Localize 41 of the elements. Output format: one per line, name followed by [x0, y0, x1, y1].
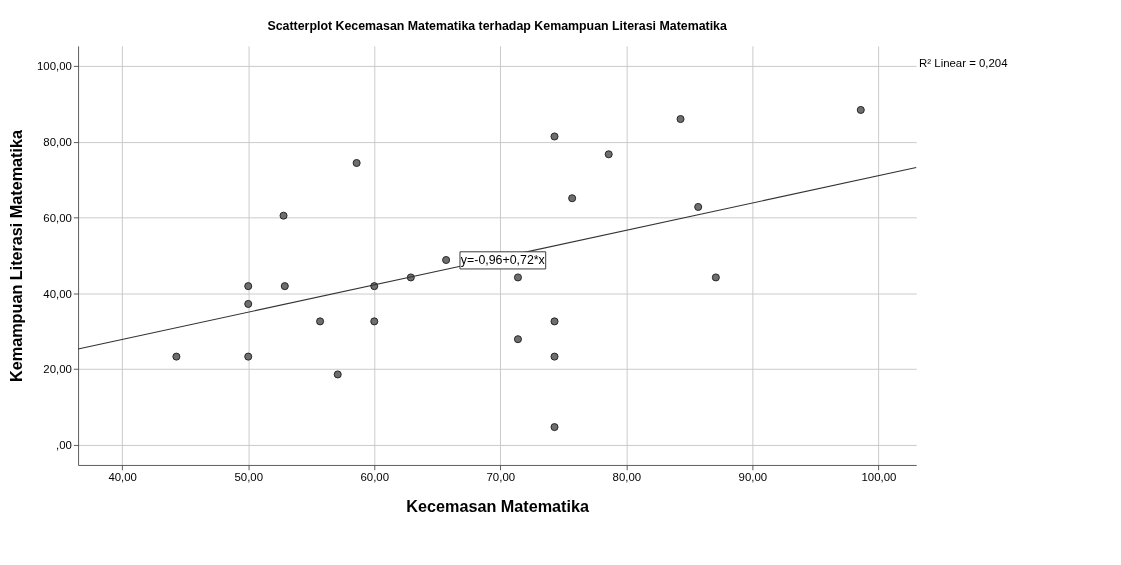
point — [694, 202, 703, 211]
point — [279, 211, 288, 220]
x-tick-label: 40,00 — [108, 470, 137, 483]
point — [244, 282, 253, 291]
x-tick-label: 80,00 — [612, 470, 642, 483]
point — [352, 159, 361, 167]
y-axis-title: Kemampuan Literasi Matematika — [6, 128, 25, 382]
point — [550, 352, 559, 361]
point — [550, 317, 559, 326]
point — [676, 115, 685, 124]
point — [172, 352, 181, 361]
point — [333, 370, 342, 379]
annotation: y=-0,96+0,72*x — [460, 253, 546, 268]
y-tick-label: 100,00 — [37, 60, 72, 73]
point — [370, 317, 379, 326]
point — [604, 150, 613, 159]
point — [244, 352, 253, 361]
y-tick-label: 60,00 — [43, 211, 72, 224]
x-tick-label: 50,00 — [234, 470, 263, 483]
point — [711, 273, 720, 282]
y-tick-label: 20,00 — [43, 363, 72, 376]
point — [280, 282, 289, 291]
text: R² Linear = 0,204 — [919, 56, 1009, 69]
x-tick-label: 60,00 — [360, 470, 390, 483]
point — [568, 194, 577, 203]
x-tick-label: 90,00 — [738, 470, 768, 483]
point — [244, 299, 253, 308]
point — [550, 423, 559, 432]
x-axis-title: Kecemasan Matematika — [406, 497, 590, 516]
y-tick-label: 40,00 — [43, 287, 72, 300]
point — [513, 335, 522, 344]
chart-title: Scatterplot Kecemasan Matematika terhadap Kemampuan Literasi Matematika — [267, 18, 727, 33]
x-tick-label: 70,00 — [486, 470, 516, 483]
point — [316, 317, 325, 326]
x-tick-label: 100,00 — [861, 470, 897, 483]
y-tick-label: 80,00 — [43, 136, 72, 149]
point — [442, 255, 451, 264]
point — [513, 273, 522, 282]
point — [550, 132, 559, 141]
point — [856, 105, 865, 114]
y-tick-label: ,00 — [56, 439, 72, 452]
